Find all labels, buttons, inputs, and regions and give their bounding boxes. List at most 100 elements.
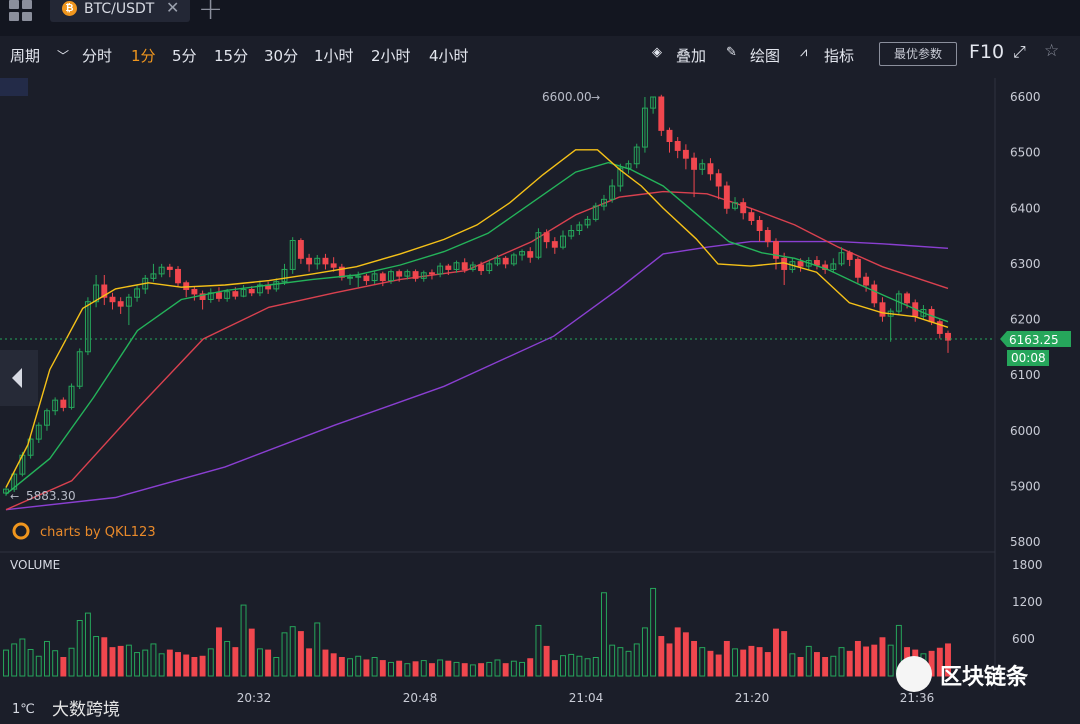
high-annotation: 6600.00: [542, 90, 592, 104]
candle-body: [945, 332, 951, 341]
candle-body: [863, 276, 870, 286]
time-tick-label: 21:04: [569, 691, 604, 705]
volume-bar: [633, 643, 640, 677]
interval-1m[interactable]: 1分: [131, 47, 156, 65]
candle-body: [846, 252, 853, 260]
volume-bar: [363, 659, 370, 677]
candle-body: [879, 302, 886, 317]
price-axis: 6600 6500 6400 6300 6200 6100 6000 5900 5800: [1010, 90, 1041, 549]
best-params-button[interactable]: 最优参数: [879, 42, 957, 66]
fullscreen-icon[interactable]: ⤢: [1013, 42, 1026, 61]
interval-4h[interactable]: 4小时: [429, 47, 469, 65]
volume-bar: [601, 592, 607, 677]
volume-bar: [797, 657, 804, 677]
volume-bar: [879, 637, 886, 677]
wechat-icon: [896, 656, 932, 692]
time-tick-label: 20:32: [237, 691, 272, 705]
volume-bar: [682, 632, 689, 677]
candle-body: [568, 230, 575, 237]
candle-body: [289, 240, 296, 270]
volume-bar: [584, 658, 591, 677]
candle-body: [76, 351, 83, 387]
chevron-down-icon[interactable]: ﹀: [57, 49, 70, 63]
volume-bar: [650, 587, 657, 677]
volume-bar: [232, 647, 239, 677]
overlay-button[interactable]: 叠加: [676, 47, 707, 65]
volume-bar: [519, 661, 526, 677]
volume-bar: [699, 647, 706, 677]
candle-body: [437, 265, 444, 275]
candle-body: [560, 235, 566, 248]
volume-bar: [314, 622, 321, 677]
indicator-icon[interactable]: ⩘: [800, 45, 808, 60]
tab-btc-usdt[interactable]: ₿ BTC/USDT ✕: [50, 0, 190, 22]
period-label[interactable]: 周期: [10, 47, 41, 65]
candle-body: [592, 205, 599, 220]
volume-bar: [805, 645, 812, 677]
volume-bar: [379, 660, 386, 677]
volume-bar: [936, 647, 943, 677]
interval-2h[interactable]: 2小时: [371, 47, 411, 65]
volume-bar: [191, 657, 198, 677]
candle-body: [601, 198, 607, 207]
arrow-right-icon: →: [591, 91, 600, 104]
volume-bar: [273, 657, 280, 677]
volume-bar: [838, 647, 845, 677]
countdown-tag: [1007, 350, 1049, 366]
tab-bar: ₿ BTC/USDT ✕ +: [0, 0, 1080, 36]
candle-body: [502, 257, 509, 265]
interval-15m[interactable]: 15分: [214, 47, 249, 65]
volume-bar: [216, 627, 222, 677]
interval-1h[interactable]: 1小时: [314, 47, 354, 65]
interval-timeshare[interactable]: 分时: [82, 47, 113, 65]
volume-tick-label: 600: [1012, 632, 1035, 646]
volume-bar: [420, 660, 427, 677]
volume-bar: [248, 628, 255, 677]
volume-bar: [871, 644, 878, 677]
candle-body: [871, 284, 878, 304]
volume-bar: [183, 654, 190, 677]
volume-bar: [134, 652, 141, 677]
candle-body: [764, 230, 771, 243]
draw-button[interactable]: 绘图: [750, 47, 781, 65]
star-icon[interactable]: ☆: [1044, 41, 1060, 61]
layers-icon[interactable]: ◈: [652, 45, 662, 60]
volume-bar: [674, 627, 681, 677]
volume-bar: [199, 655, 206, 677]
ma10-path: [5, 161, 949, 495]
volume-bar: [641, 627, 648, 677]
candle-body: [199, 293, 206, 300]
price-tick-label: 6400: [1010, 201, 1041, 215]
volume-bar: [576, 655, 583, 677]
ma60-path: [5, 240, 949, 511]
interval-30m[interactable]: 30分: [264, 47, 299, 65]
candle-body: [150, 273, 157, 279]
candle-body: [732, 202, 738, 209]
candle-body: [543, 232, 550, 243]
f10-button[interactable]: F10: [969, 41, 1005, 63]
volume-bar: [543, 645, 550, 677]
interval-5m[interactable]: 5分: [172, 47, 197, 65]
price-pane: [0, 78, 995, 558]
volume-tick-label: 1200: [1012, 595, 1043, 609]
scroll-left-button[interactable]: [0, 350, 38, 406]
candle-body: [650, 96, 657, 109]
volume-bar: [666, 643, 673, 677]
grid-menu-icon[interactable]: [9, 0, 35, 22]
volume-bar: [568, 653, 575, 677]
candle-body: [396, 271, 403, 277]
candle-body: [27, 438, 34, 456]
indicator-button[interactable]: 指标: [824, 47, 855, 65]
candle-body: [773, 241, 779, 259]
pen-icon[interactable]: ✎: [726, 45, 737, 60]
candle-body: [306, 257, 313, 265]
close-icon[interactable]: ✕: [166, 0, 180, 17]
corner-badge: [0, 78, 28, 96]
volume-bar: [764, 652, 771, 677]
volume-bar: [76, 620, 83, 677]
candle-body: [248, 288, 255, 294]
add-tab-icon[interactable]: +: [198, 0, 224, 27]
candle-body: [371, 273, 378, 282]
volume-bars: [3, 587, 951, 677]
